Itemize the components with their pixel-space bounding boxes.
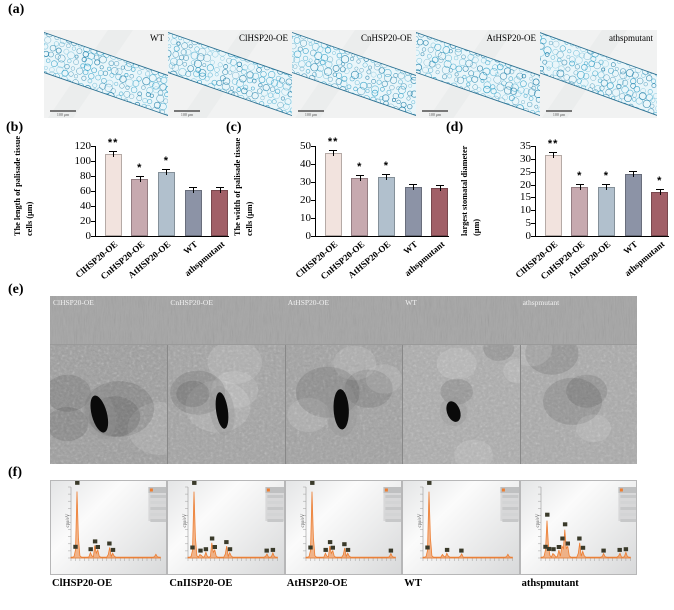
svg-text:cps/eV: cps/eV xyxy=(418,513,423,527)
svg-text:cps/eV: cps/eV xyxy=(66,513,71,527)
svg-text:cps/eV: cps/eV xyxy=(301,513,306,527)
svg-text:cps/eV: cps/eV xyxy=(536,513,541,527)
svg-text:cps/eV: cps/eV xyxy=(183,513,188,527)
